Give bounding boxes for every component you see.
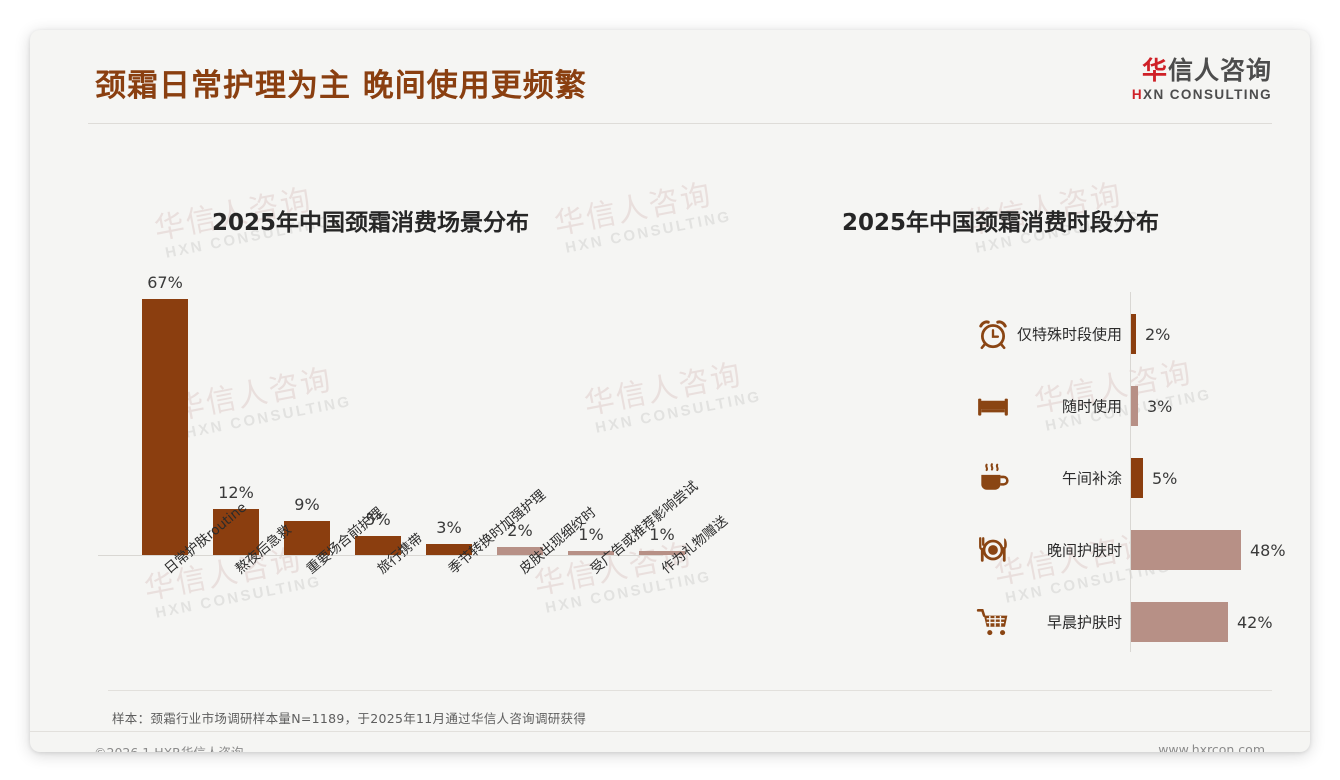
time-distribution-chart: 仅特殊时段使用 2% 随时使用 3% 午间补涂 5% 晚间护肤时 48% 早晨护肤时 42%	[960, 292, 1286, 662]
watermark: 华信人咨询 HXN CONSULTING	[550, 167, 733, 258]
column-bar[interactable]	[568, 551, 614, 555]
column-bar-item[interactable]: 1%	[639, 525, 685, 555]
footnote-divider	[108, 690, 1272, 691]
chart-title-right: 2025年中国颈霜消费时段分布	[842, 210, 1160, 236]
bar-track: 3%	[1131, 386, 1172, 426]
logo-cn-rest: 信人咨询	[1167, 56, 1272, 85]
column-bar-value: 1%	[649, 525, 675, 544]
bar-category-label: 仅特殊时段使用	[1016, 325, 1122, 344]
column-bar-item[interactable]: 9%	[284, 495, 330, 555]
bar-track: 42%	[1131, 602, 1273, 642]
logo-en: HXN CONSULTING	[1132, 87, 1272, 102]
bar-category-label: 午间补涂	[1061, 469, 1122, 488]
column-bar[interactable]	[142, 299, 188, 555]
bar-value-label: 3%	[1147, 396, 1173, 416]
bar-chart-row[interactable]: 午间补涂 5%	[960, 442, 1270, 514]
bar-track: 5%	[1131, 458, 1177, 498]
column-bar-item[interactable]: 2%	[497, 521, 543, 555]
chart-title-left: 2025年中国颈霜消费场景分布	[212, 210, 530, 236]
footer-divider	[30, 731, 1310, 732]
bar-track: 2%	[1131, 314, 1170, 354]
bar-value-label: 42%	[1237, 612, 1273, 632]
column-bar-item[interactable]: 12%	[213, 483, 259, 555]
column-bar[interactable]	[284, 521, 330, 555]
page-title: 颈霜日常护理为主 晚间使用更频繁	[95, 68, 587, 104]
watermark-en: HXN CONSULTING	[563, 207, 733, 257]
copyright-text: ©2026.1 HXR华信人咨询	[94, 742, 243, 752]
bar-value-label: 48%	[1250, 540, 1286, 560]
bar-category-label: 晚间护肤时	[1046, 541, 1122, 560]
logo-en-accent: H	[1131, 87, 1144, 103]
column-bar[interactable]	[213, 509, 259, 555]
column-bar[interactable]	[426, 544, 472, 555]
bar-chart-row[interactable]: 随时使用 3%	[960, 370, 1270, 442]
bar-fill[interactable]	[1131, 602, 1228, 642]
column-bar-value: 12%	[218, 483, 254, 502]
shopping-cart-icon	[976, 605, 1010, 639]
column-bar-item[interactable]: 5%	[355, 510, 401, 555]
sample-footnote: 样本：颈霜行业市场调研样本量N=1189，于2025年11月通过华信人咨询调研获…	[112, 711, 587, 726]
dining-plate-icon	[976, 533, 1010, 567]
column-bar-value: 5%	[365, 510, 391, 529]
slide-header: 颈霜日常护理为主 晚间使用更频繁 华信人咨询 HXN CONSULTING	[30, 30, 1310, 126]
logo-cn-accent: 华	[1141, 56, 1168, 85]
bar-value-label: 2%	[1145, 324, 1171, 344]
column-bar[interactable]	[497, 547, 543, 555]
coffee-cup-icon	[976, 461, 1010, 495]
logo-cn: 华信人咨询	[1132, 56, 1272, 85]
column-bar-value: 3%	[436, 518, 462, 537]
column-bar-value: 67%	[147, 273, 183, 292]
bar-category-label: 随时使用	[1061, 397, 1122, 416]
scene-distribution-chart: 67% 12% 9% 5% 3% 2% 1% 1% 日常护肤routine 熬夜后急救 重要场合前…	[70, 273, 731, 680]
bar-chart-axis	[1130, 292, 1131, 652]
bar-value-label: 5%	[1152, 468, 1178, 488]
bar-fill[interactable]	[1131, 530, 1241, 570]
slide-card: 华信人咨询 HXN CONSULTING 华信人咨询 HXN CONSULTIN…	[30, 30, 1310, 752]
watermark-cn: 华信人咨询	[551, 177, 716, 243]
column-bar-value: 2%	[507, 521, 533, 540]
alarm-clock-icon	[976, 317, 1010, 351]
bar-category-label: 早晨护肤时	[1046, 613, 1122, 632]
bed-icon	[976, 389, 1010, 423]
website-link[interactable]: www.hxrcon.com	[1158, 742, 1265, 752]
column-bar-value: 1%	[578, 525, 604, 544]
column-plot-area: 67% 12% 9% 5% 3% 2% 1% 1%	[98, 273, 685, 555]
header-divider	[88, 123, 1272, 124]
bar-chart-row[interactable]: 晚间护肤时 48%	[960, 514, 1286, 586]
company-logo: 华信人咨询 HXN CONSULTING	[1132, 56, 1272, 102]
column-bar-item[interactable]: 67%	[142, 273, 188, 555]
column-bar-item[interactable]: 1%	[568, 525, 614, 555]
bar-track: 48%	[1131, 530, 1286, 570]
logo-en-rest: XN CONSULTING	[1143, 87, 1272, 103]
column-bar[interactable]	[639, 551, 685, 555]
bar-chart-row[interactable]: 早晨护肤时 42%	[960, 586, 1273, 658]
bar-fill[interactable]	[1131, 314, 1136, 354]
column-bar-item[interactable]: 3%	[426, 518, 472, 555]
bar-fill[interactable]	[1131, 386, 1138, 426]
bar-fill[interactable]	[1131, 458, 1143, 498]
column-chart-baseline	[98, 555, 663, 556]
column-bar[interactable]	[355, 536, 401, 555]
bar-chart-row[interactable]: 仅特殊时段使用 2%	[960, 298, 1270, 370]
column-bar-value: 9%	[294, 495, 320, 514]
